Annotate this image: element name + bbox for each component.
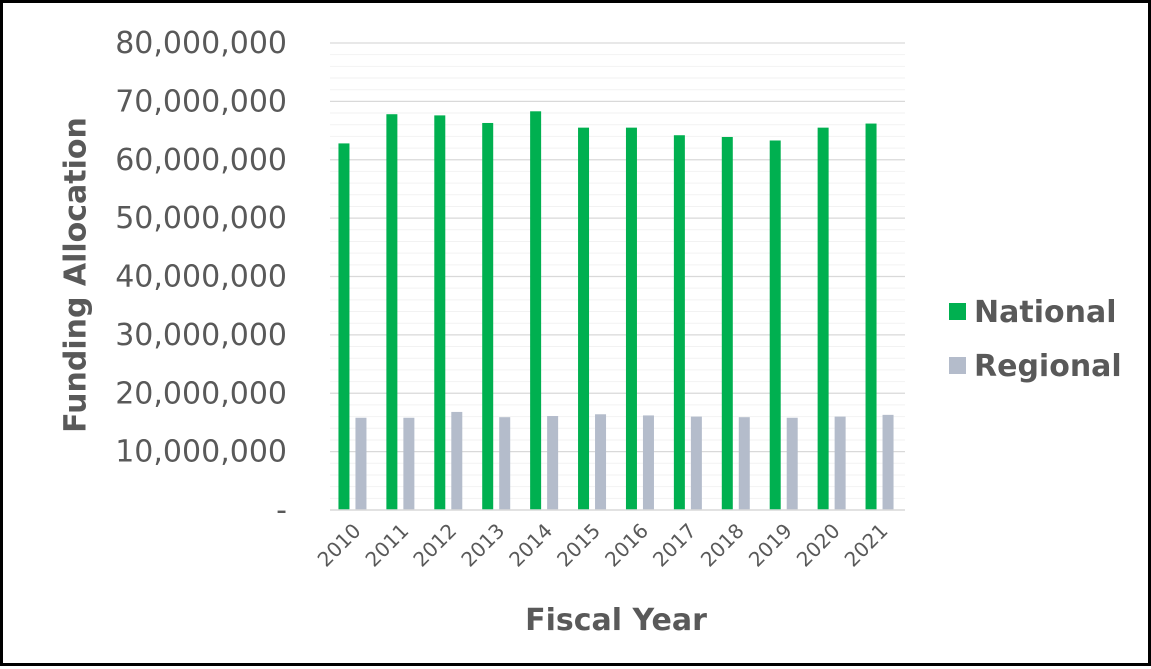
bar-national-2010	[338, 143, 350, 510]
bar-national-2014	[530, 111, 542, 510]
y-tick-label: -	[276, 493, 287, 528]
y-tick-label: 60,000,000	[115, 143, 287, 178]
bar-regional-2012	[451, 411, 463, 510]
bars	[338, 111, 894, 511]
minor-gridlines	[330, 54, 905, 499]
x-tick-label: 2011	[360, 519, 413, 572]
x-tick-label: 2015	[552, 519, 605, 572]
x-tick-label: 2013	[456, 519, 509, 572]
legend: National Regional	[949, 295, 1122, 384]
legend-swatch	[949, 303, 966, 320]
legend-label: National	[974, 295, 1116, 330]
bar-regional-2017	[690, 416, 702, 510]
x-tick-label: 2017	[648, 519, 701, 572]
bar-regional-2010	[355, 417, 367, 510]
y-tick-label: 20,000,000	[115, 376, 287, 411]
bar-regional-2019	[786, 417, 798, 510]
bar-national-2019	[769, 140, 781, 510]
bar-national-2012	[434, 115, 446, 510]
y-tick-label: 50,000,000	[115, 201, 287, 236]
bar-national-2013	[482, 122, 494, 510]
bar-regional-2011	[403, 417, 415, 510]
x-tick-label: 2019	[744, 519, 797, 572]
y-tick-label: 10,000,000	[115, 435, 287, 470]
y-tick-label: 80,000,000	[115, 26, 287, 61]
legend-swatch	[949, 357, 966, 374]
x-tick-label: 2021	[840, 519, 893, 572]
legend-label: Regional	[974, 349, 1122, 384]
x-axis-ticks: 2010201120122013201420152016201720182019…	[313, 519, 893, 572]
x-tick-label: 2018	[696, 519, 749, 572]
bar-regional-2018	[738, 417, 750, 510]
bar-national-2017	[673, 135, 685, 511]
x-tick-label: 2014	[504, 519, 557, 572]
x-tick-label: 2020	[792, 519, 845, 572]
bar-regional-2020	[834, 416, 846, 510]
bar-national-2021	[865, 123, 877, 511]
bar-regional-2014	[547, 416, 559, 510]
x-tick-label: 2016	[600, 519, 653, 572]
bar-national-2018	[721, 136, 733, 510]
bar-chart: - 10,000,000 20,000,000 30,000,000 40,000,00…	[59, 26, 1122, 638]
y-axis-title: Funding Allocation	[59, 117, 94, 433]
bar-regional-2021	[882, 414, 894, 510]
legend-item-national: National	[949, 295, 1116, 330]
legend-item-regional: Regional	[949, 349, 1122, 384]
y-axis-ticks: - 10,000,000 20,000,000 30,000,000 40,000,00…	[115, 26, 287, 528]
x-axis-title: Fiscal Year	[525, 603, 707, 638]
x-tick-label: 2012	[408, 519, 461, 572]
bar-national-2011	[386, 114, 398, 510]
bar-national-2020	[817, 127, 829, 511]
y-tick-label: 30,000,000	[115, 318, 287, 353]
bar-regional-2013	[499, 417, 511, 510]
bar-national-2016	[625, 127, 637, 511]
y-tick-label: 70,000,000	[115, 84, 287, 119]
bar-regional-2016	[642, 415, 654, 510]
major-gridlines	[330, 42, 905, 453]
x-tick-label: 2010	[313, 519, 366, 572]
y-tick-label: 40,000,000	[115, 260, 287, 295]
bar-national-2015	[578, 127, 590, 511]
bar-regional-2015	[595, 414, 607, 510]
